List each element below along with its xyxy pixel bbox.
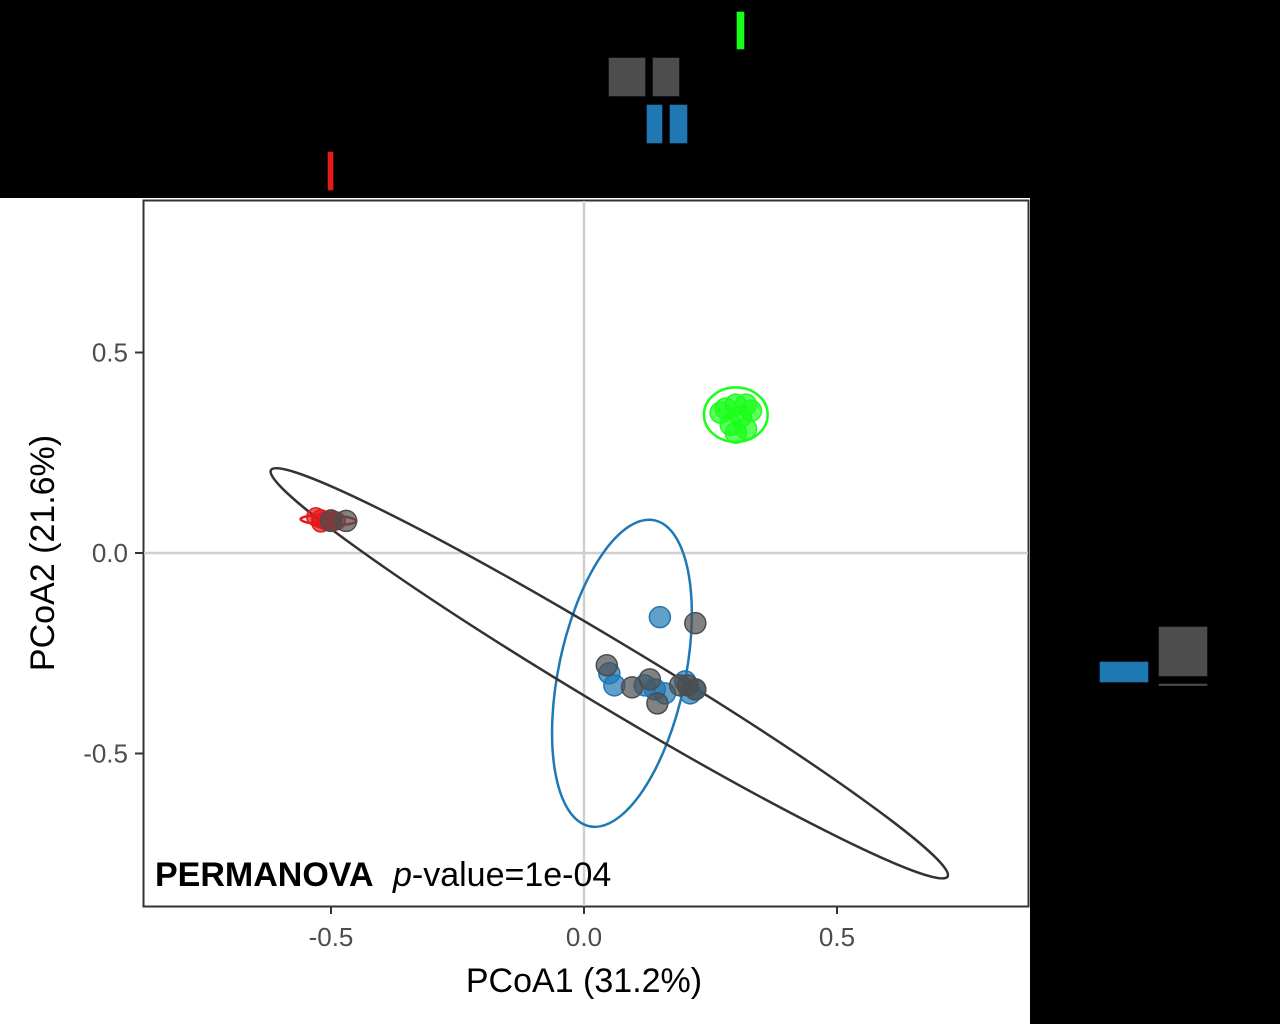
- top-boxplot-grey: [652, 57, 680, 97]
- top-boxplot-grey: [608, 57, 646, 97]
- top-boxplot-blue: [646, 104, 663, 144]
- x-axis-ticks: -0.5 0.0 0.5: [309, 907, 855, 952]
- point-grey: [646, 692, 669, 715]
- top-boxplot-red: [327, 151, 334, 191]
- ellipse-grey: [269, 466, 950, 880]
- right-boxplot-grey-whisker: [1158, 683, 1208, 686]
- x-tick-label: 0.0: [566, 922, 602, 952]
- y-tick-label: 0.0: [92, 538, 128, 568]
- point-green: [724, 421, 748, 444]
- permanova-annotation: PERMANOVA p-value=1e-04: [155, 856, 611, 894]
- x-tick-label: -0.5: [309, 922, 354, 952]
- point-grey: [638, 668, 662, 691]
- scatter-points: [306, 393, 763, 715]
- point-grey: [684, 611, 707, 635]
- top-boxplot-green: [736, 11, 745, 50]
- y-axis-ticks: 0.5 0.0 -0.5: [83, 338, 143, 769]
- y-tick-label: 0.5: [92, 338, 128, 368]
- x-axis-label: PCoA1 (31.2%): [466, 962, 702, 1000]
- right-boxplot-grey: [1158, 626, 1208, 677]
- right-boxplot-blue: [1099, 661, 1149, 683]
- zero-gridlines: [144, 201, 1028, 906]
- p-value-text: -value=1e-04: [412, 856, 611, 894]
- p-italic: p: [392, 856, 412, 894]
- point-grey: [595, 654, 619, 677]
- top-marginal-boxplots: [327, 11, 745, 191]
- y-axis-label: PCoA2 (21.6%): [24, 435, 62, 671]
- permanova-bold: PERMANOVA: [155, 856, 374, 894]
- x-tick-label: 0.5: [819, 922, 855, 952]
- point-grey: [319, 509, 343, 533]
- point-blue: [648, 605, 672, 629]
- right-marginal-boxplots: [1099, 626, 1208, 686]
- point-green: [709, 401, 732, 424]
- y-tick-label: -0.5: [83, 739, 128, 769]
- point-grey: [684, 678, 707, 701]
- top-boxplot-blue: [669, 104, 688, 144]
